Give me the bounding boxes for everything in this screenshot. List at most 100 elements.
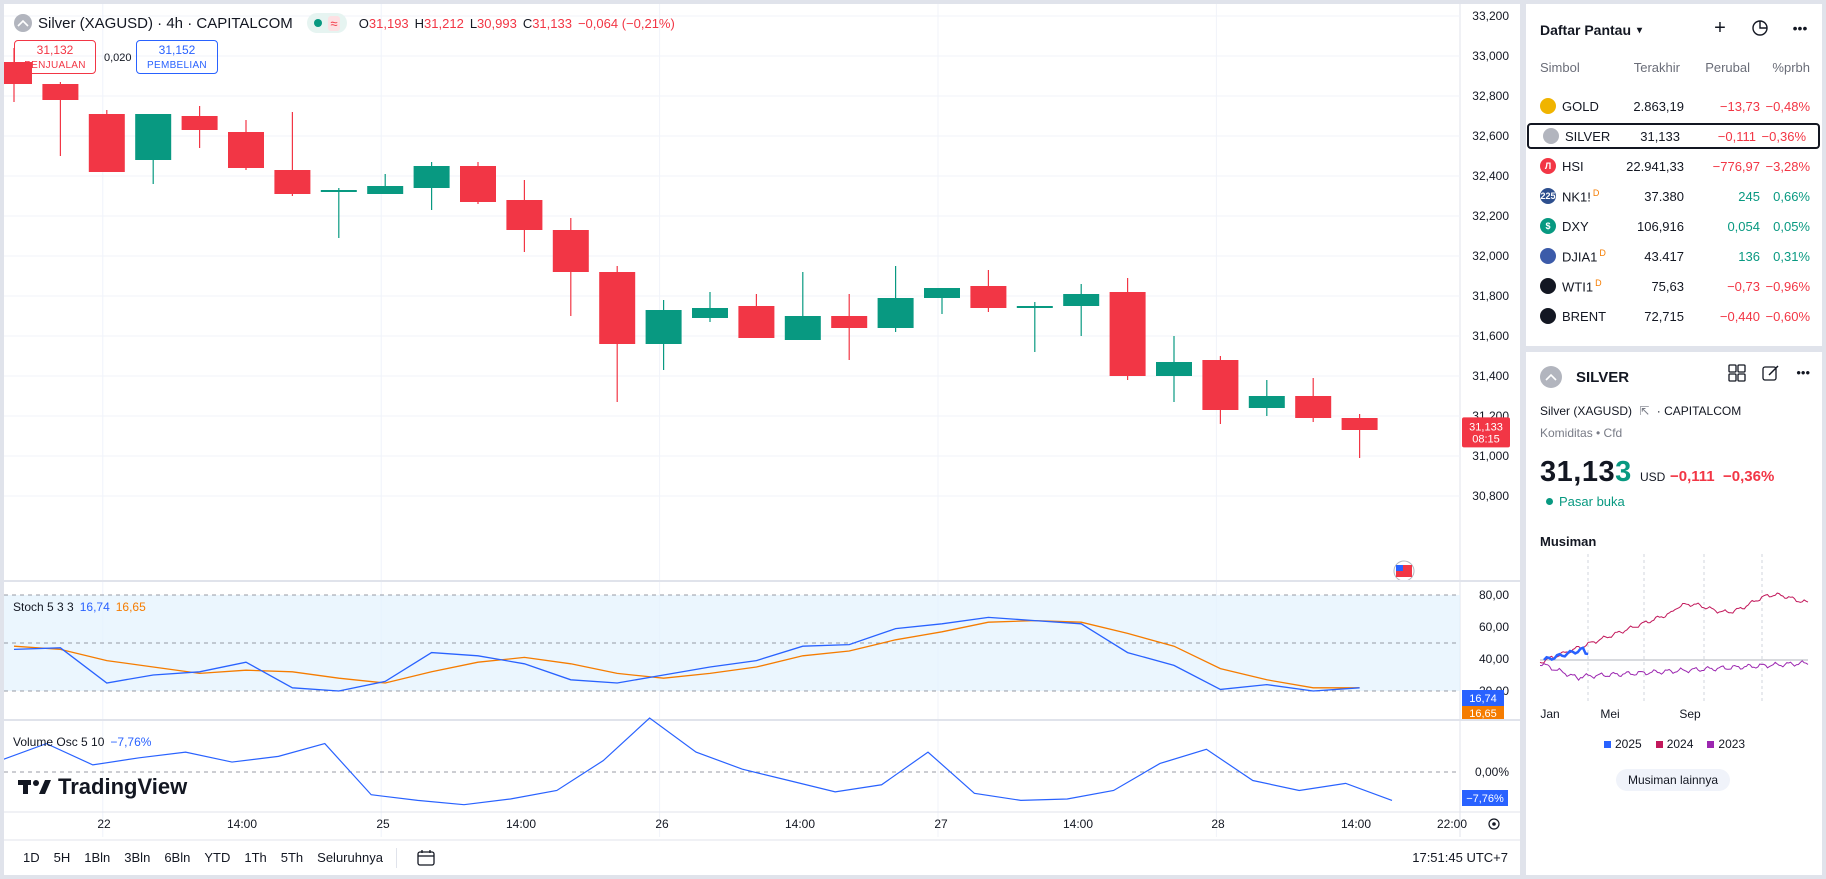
chart-canvas[interactable]: 33,200 33,000 32,800 32,600 32,400 32,200 32,0…: [4, 4, 1520, 875]
candle[interactable]: [738, 294, 775, 338]
candle[interactable]: [413, 162, 450, 210]
candle[interactable]: [831, 294, 868, 360]
price-tick-label: 32,400: [1472, 169, 1509, 183]
vol-zero-label: 0,00%: [1475, 765, 1509, 779]
period-1th[interactable]: 1Th: [244, 850, 267, 865]
candle[interactable]: [367, 174, 404, 194]
time-tick-label: 28: [1211, 817, 1225, 831]
tradingview-logo-icon: [18, 780, 51, 794]
market-status-badge[interactable]: ≈: [306, 13, 347, 33]
more-options-icon[interactable]: •••: [1796, 365, 1810, 380]
stoch-legend[interactable]: Stoch 5 3 3 16,74 16,65: [13, 600, 146, 614]
seasonal-legend-2023[interactable]: 2023: [1707, 737, 1745, 751]
candle[interactable]: [1016, 302, 1053, 352]
candle-body: [924, 288, 960, 298]
candle[interactable]: [42, 82, 79, 156]
col-last[interactable]: Terakhir: [1633, 60, 1680, 75]
watchlist-pct: −0,48%: [1765, 98, 1810, 114]
chart-pane[interactable]: 33,200 33,000 32,800 32,600 32,400 32,200 32,0…: [4, 4, 1520, 875]
candle[interactable]: [135, 114, 172, 184]
candle[interactable]: [599, 266, 636, 402]
candle[interactable]: [924, 288, 960, 314]
period-1bln[interactable]: 1Bln: [84, 850, 111, 865]
candle[interactable]: [320, 188, 357, 238]
col-change[interactable]: Perubal: [1705, 60, 1750, 75]
time-tick-label: 14:00: [785, 817, 815, 831]
candle-body: [1156, 362, 1192, 376]
watchlist-row-nk1[interactable]: 225 NK1! D 37.380 245 0,66%: [1526, 183, 1822, 209]
seasonal-chart[interactable]: Jan Mei Sep: [1526, 554, 1822, 724]
watchlist-title[interactable]: Daftar Pantau ▾: [1540, 22, 1643, 38]
sell-button[interactable]: 31,132 PENJUALAN: [14, 40, 96, 74]
candle[interactable]: [1248, 380, 1285, 416]
candle[interactable]: [877, 266, 914, 332]
price-tick-label: 33,200: [1472, 9, 1509, 23]
details-category: Komiditas • Cfd: [1540, 426, 1623, 440]
watchlist-pct: 0,66%: [1773, 188, 1810, 204]
period-3bln[interactable]: 3Bln: [124, 850, 151, 865]
settings-icon[interactable]: [1488, 818, 1500, 830]
details-symbol[interactable]: SILVER: [1540, 366, 1629, 388]
candle[interactable]: [88, 110, 125, 172]
date-range-icon[interactable]: [416, 849, 436, 867]
period-6bln[interactable]: 6Bln: [164, 850, 191, 865]
delayed-data-icon: ≈: [328, 15, 340, 31]
candle[interactable]: [274, 112, 311, 196]
candle-body: [552, 230, 589, 272]
watchlist-row-wti1[interactable]: WTI1 D 75,63 −0,73 −0,96%: [1526, 273, 1822, 299]
candle-body: [970, 286, 1007, 308]
period-seluruhnya[interactable]: Seluruhnya: [317, 850, 383, 865]
candle[interactable]: [645, 300, 682, 370]
period-1d[interactable]: 1D: [23, 850, 40, 865]
legend-swatch: [1655, 741, 1663, 748]
candle[interactable]: [1202, 356, 1239, 424]
candle[interactable]: [784, 272, 821, 340]
candle[interactable]: [1063, 284, 1100, 336]
period-5th[interactable]: 5Th: [280, 850, 304, 865]
candle[interactable]: [460, 162, 496, 204]
tradingview-logo[interactable]: TradingView: [18, 774, 187, 800]
us-flag-event-icon[interactable]: [1393, 560, 1415, 582]
period-5h[interactable]: 5H: [53, 850, 71, 865]
external-link-icon[interactable]: ⇱: [1639, 404, 1650, 418]
watchlist-row-gold[interactable]: GOLD 2.863,19 −13,73 −0,48%: [1526, 93, 1822, 119]
candle[interactable]: [1295, 378, 1332, 422]
seasonal-title[interactable]: Musiman: [1540, 534, 1597, 549]
grid-layout-icon[interactable]: [1728, 364, 1746, 387]
candle[interactable]: [1156, 336, 1192, 402]
edit-note-icon[interactable]: [1762, 364, 1780, 387]
add-symbol-icon[interactable]: +: [1714, 16, 1726, 39]
clock-timezone[interactable]: 17:51:45 UTC+7: [1412, 850, 1508, 865]
volume-osc-legend[interactable]: Volume Osc 5 10 −7,76%: [13, 735, 152, 749]
watchlist-last: 37.380: [1644, 188, 1684, 204]
watchlist-row-brent[interactable]: BRENT 72,715 −0,440 −0,60%: [1526, 303, 1822, 329]
seasonal-legend-2024[interactable]: 2024: [1655, 737, 1693, 751]
candle[interactable]: [1341, 414, 1378, 458]
candle[interactable]: [552, 218, 589, 316]
seasonal-legend-2025[interactable]: 2025: [1604, 737, 1642, 751]
seasonal-more-button[interactable]: Musiman lainnya: [1616, 769, 1730, 791]
watchlist-row-djia1[interactable]: DJIA1 D 43.417 136 0,31%: [1526, 243, 1822, 269]
seasonal-legend: 2025 2024 2023: [1604, 737, 1745, 751]
legend-swatch: [1707, 741, 1715, 748]
candle[interactable]: [506, 180, 543, 252]
candle[interactable]: [181, 106, 218, 148]
pie-chart-icon[interactable]: [1750, 18, 1770, 38]
silver-symbol-icon: [1540, 366, 1562, 388]
candle[interactable]: [1109, 278, 1146, 380]
candle-body: [228, 132, 264, 168]
watchlist-pct: −0,96%: [1765, 278, 1810, 294]
candle-body: [413, 166, 450, 188]
buy-button[interactable]: 31,152 PEMBELIAN: [136, 40, 218, 74]
watchlist-row-silver[interactable]: SILVER 31,133 −0,111 −0,36%: [1527, 123, 1820, 149]
candle[interactable]: [692, 292, 728, 322]
chart-title[interactable]: Silver (XAGUSD) · 4h · CAPITALCOM: [38, 14, 293, 32]
watchlist-row-hsi[interactable]: Л HSI 22.941,33 −776,97 −3,28%: [1526, 153, 1822, 179]
candle[interactable]: [970, 270, 1007, 312]
period-ytd[interactable]: YTD: [204, 850, 231, 865]
col-symbol[interactable]: Simbol: [1540, 60, 1580, 75]
watchlist-row-dxy[interactable]: $ DXY 106,916 0,054 0,05%: [1526, 213, 1822, 239]
more-options-icon[interactable]: •••: [1792, 20, 1808, 36]
col-pct[interactable]: %prbh: [1772, 60, 1810, 75]
candle[interactable]: [228, 120, 264, 170]
